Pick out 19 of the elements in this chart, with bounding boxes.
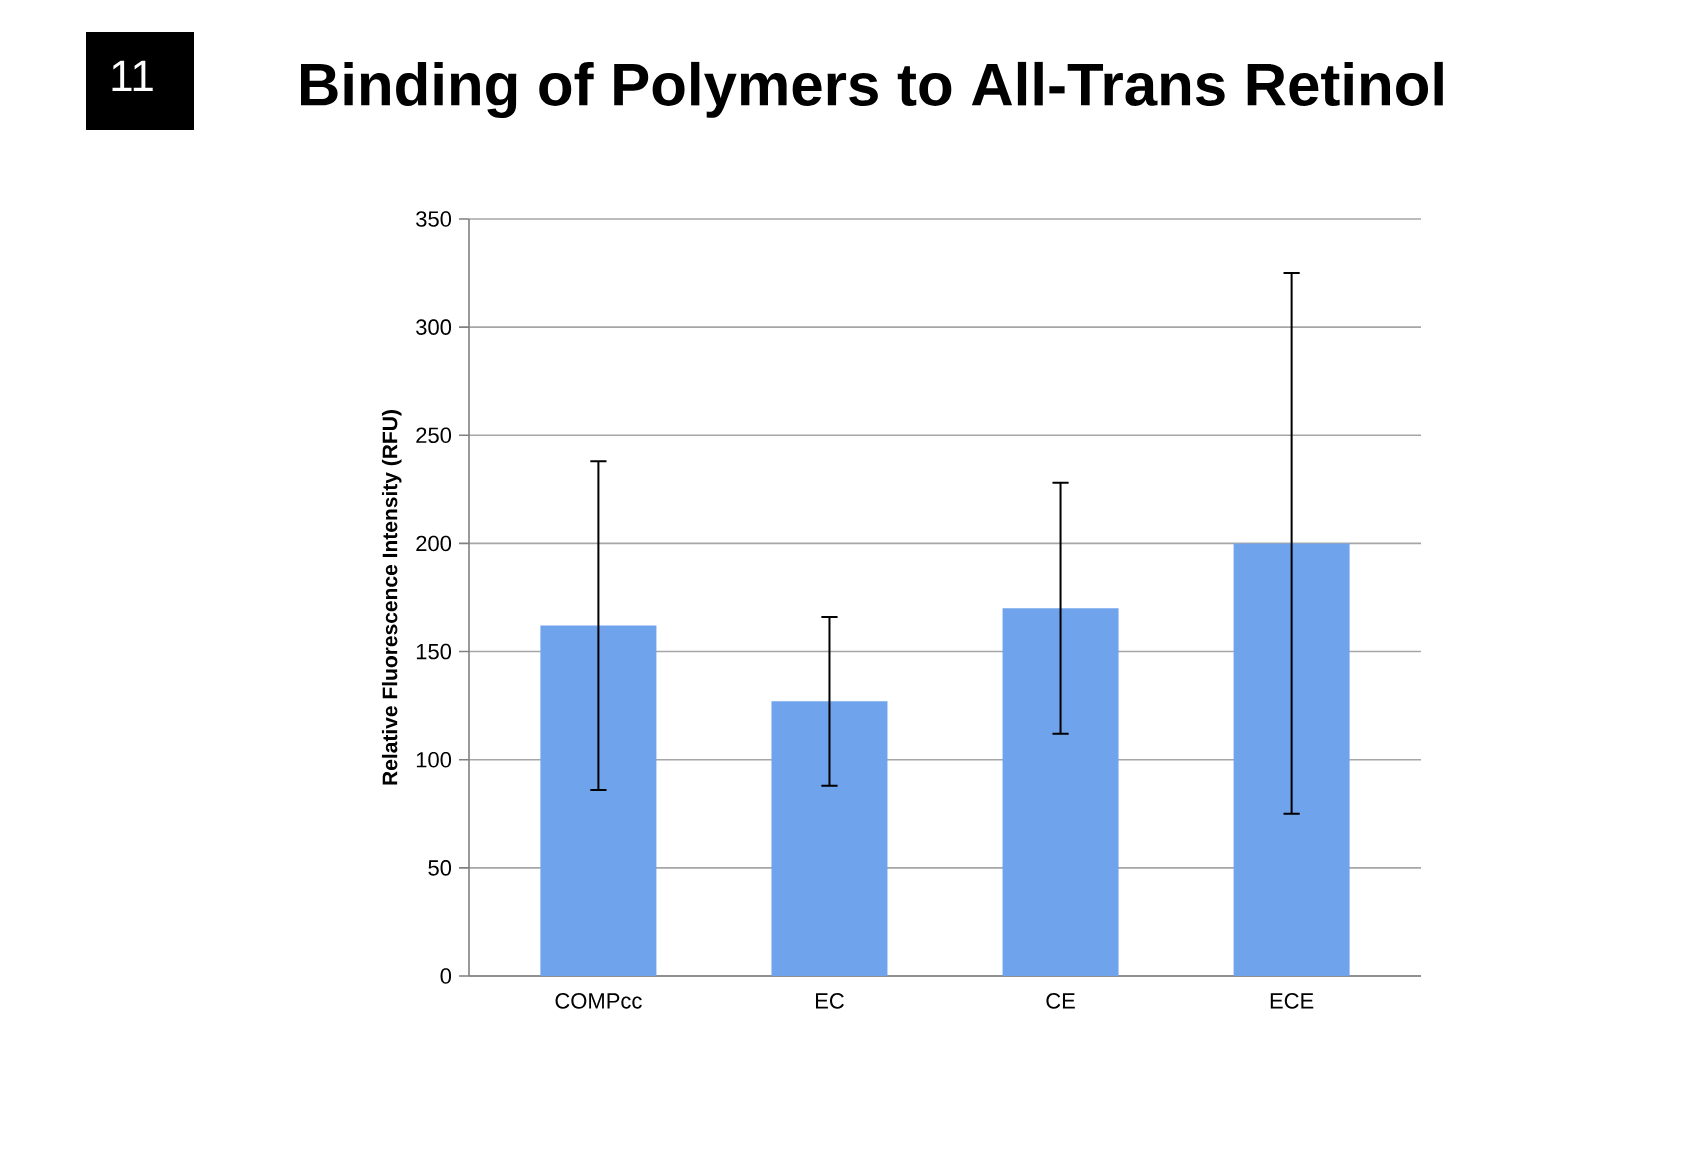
bar bbox=[1002, 608, 1119, 976]
x-tick-label: COMPcc bbox=[555, 993, 642, 1009]
y-tick-label: 150 bbox=[416, 643, 452, 660]
x-tick-label: ECE bbox=[1270, 993, 1314, 1009]
chart-title: Binding of Polymers to All-Trans Retinol bbox=[300, 61, 1443, 119]
y-tick-label: 300 bbox=[416, 319, 452, 335]
y-axis-title: Relative Fluorescence Intensity (RFU) bbox=[381, 410, 402, 785]
y-tick-label: 250 bbox=[416, 427, 452, 444]
bar bbox=[771, 701, 888, 976]
y-tick-label: 350 bbox=[416, 211, 452, 227]
y-tick-label: 200 bbox=[416, 535, 452, 552]
y-tick-label: 100 bbox=[416, 751, 452, 768]
text: 11 bbox=[112, 60, 153, 92]
y-tick-label: 50 bbox=[428, 860, 452, 876]
x-tick-label: CE bbox=[1046, 993, 1075, 1009]
bar bbox=[540, 625, 657, 976]
x-tick-label: EC bbox=[816, 993, 844, 1009]
bar bbox=[1233, 543, 1350, 976]
y-tick-label: 0 bbox=[440, 968, 452, 984]
